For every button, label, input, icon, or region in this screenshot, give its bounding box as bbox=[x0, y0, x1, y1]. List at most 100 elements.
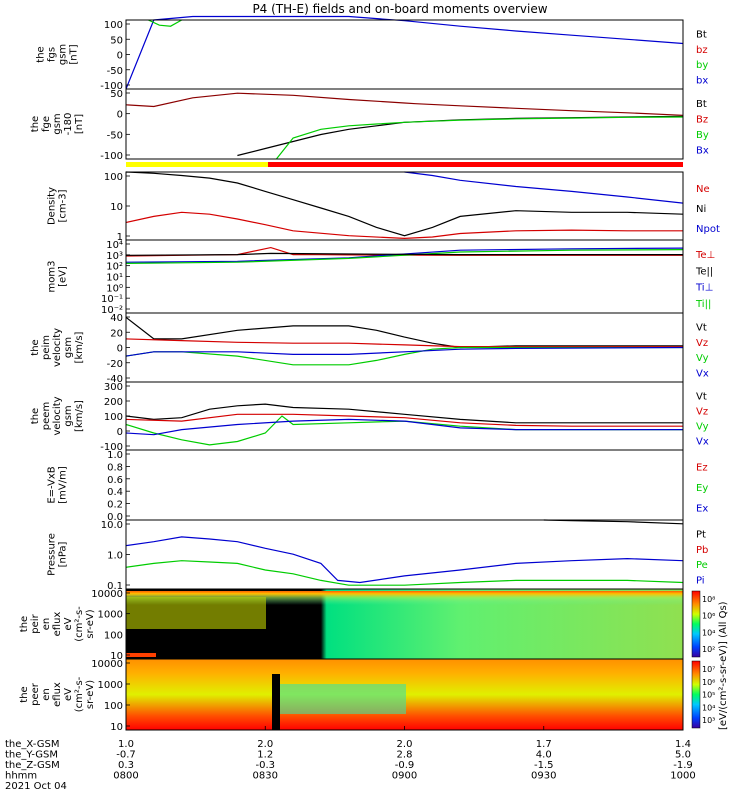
x-tick-label: -1.9 bbox=[673, 760, 693, 771]
x-tick-label: -0.9 bbox=[395, 760, 415, 771]
y-tick-label: 200 bbox=[104, 397, 123, 408]
y-axis-label: en bbox=[41, 688, 52, 701]
panel-peim: 40 20 0 -20 -40 the peim velocity gsm [km/s] Vt Vz V… bbox=[30, 312, 709, 385]
series-bx bbox=[125, 15, 684, 90]
y-tick-label: 10 bbox=[110, 202, 123, 213]
plot-area-fge bbox=[125, 92, 684, 160]
y-tick-label: -50 bbox=[107, 66, 123, 77]
y-tick-label: 10⁻² bbox=[101, 305, 123, 316]
x-tick-label: 2.8 bbox=[397, 750, 413, 761]
x-tick-label: 2.0 bbox=[257, 739, 273, 750]
panel-frame bbox=[125, 519, 684, 590]
y-axis-label: gsm bbox=[63, 337, 74, 358]
colorbar-tick: 10⁵ bbox=[702, 691, 715, 700]
y-tick-label: 1.0 bbox=[107, 450, 123, 461]
y-tick-label: 1 bbox=[117, 232, 123, 243]
y-tick-label: 100 bbox=[104, 20, 123, 31]
series-Pi bbox=[125, 536, 684, 584]
y-tick-label: 10² bbox=[106, 262, 123, 273]
plot-area-fgs bbox=[125, 15, 684, 90]
colorbar-tick: 10⁶ bbox=[702, 612, 715, 621]
y-axis-label: sr-eV) bbox=[85, 680, 96, 709]
y-tick-label: 10⁰ bbox=[106, 283, 123, 294]
y-axis-label: [cm-3] bbox=[58, 189, 69, 222]
legend-entry: Vy bbox=[696, 422, 709, 433]
y-tick-label: 40 bbox=[110, 313, 123, 324]
x-axis-row-label: the_Y-GSM bbox=[5, 750, 58, 761]
panel-fge: 50 0 -50 -100 the fge gsm -180 [nT] Bt Bz By Bx bbox=[30, 88, 709, 162]
legend-entry: Bt bbox=[696, 99, 707, 110]
series-Pt bbox=[543, 519, 684, 525]
series-Ti|| bbox=[125, 249, 684, 264]
y-tick-label: 100 bbox=[104, 701, 123, 712]
y-axis-label: [km/s] bbox=[74, 331, 85, 363]
legend-entry: Bt bbox=[696, 30, 707, 41]
y-tick-label: 100 bbox=[104, 412, 123, 423]
y-axis-label: [mV/m] bbox=[58, 466, 69, 504]
legend-entry: Ez bbox=[696, 462, 708, 473]
colorbar-peer: 10⁷ 10⁶ 10⁵ 10⁴ 10³ bbox=[691, 660, 715, 729]
y-tick-label: 10.0 bbox=[101, 520, 123, 531]
series-Pe bbox=[125, 560, 684, 586]
y-axis-label: Pressure bbox=[47, 533, 58, 576]
legend-entry: Pi bbox=[696, 575, 705, 586]
y-tick-label: 100 bbox=[104, 630, 123, 641]
y-axis-label: peim bbox=[41, 335, 52, 360]
series-by bbox=[148, 19, 182, 27]
panel-peir: 10⁸ 10⁶ 10⁴ 10² 10000 1000 100 10 the peir en eflux… bbox=[19, 588, 715, 662]
colorbar-bar bbox=[691, 660, 701, 729]
y-tick-label: 10000 bbox=[91, 659, 123, 670]
series-Ni bbox=[125, 171, 684, 237]
y-tick-label: 300 bbox=[104, 382, 123, 393]
series-Vx bbox=[125, 418, 683, 436]
legend-entry: bx bbox=[696, 75, 708, 86]
y-tick-label: -100 bbox=[100, 442, 123, 453]
figure-title: P4 (TH-E) fields and on-board moments ov… bbox=[252, 2, 547, 16]
colorbar-tick: 10³ bbox=[702, 716, 715, 725]
y-tick-label: 0.1 bbox=[107, 581, 123, 592]
x-tick-label: 0830 bbox=[253, 771, 278, 782]
spectrogram-peir-early bbox=[126, 597, 266, 629]
y-tick-label: -100 bbox=[100, 151, 123, 162]
colorbar-bar bbox=[691, 590, 701, 658]
panel-frame bbox=[125, 381, 684, 451]
legend-entry: bz bbox=[696, 45, 708, 56]
legend-entry: Te⊥ bbox=[695, 250, 715, 261]
x-tick-label: 0.3 bbox=[118, 760, 134, 771]
colorbar-tick: 10⁶ bbox=[702, 678, 715, 687]
mode-bar-fast bbox=[268, 162, 683, 167]
legend-entry: Ti⊥ bbox=[695, 283, 713, 294]
y-axis-label: [km/s] bbox=[74, 400, 85, 432]
y-axis-label: eflux bbox=[52, 682, 63, 707]
y-axis-label: mom3 bbox=[47, 261, 58, 293]
y-tick-label: 10000 bbox=[91, 589, 123, 600]
legend-entry: Pb bbox=[696, 545, 708, 556]
legend-entry: Vz bbox=[696, 407, 708, 418]
panel-density: 100 10 1 Density [cm-3] Ne Ni Npot bbox=[47, 171, 720, 243]
legend-entry: by bbox=[696, 60, 708, 71]
x-axis-row-label: 2021 Oct 04 bbox=[5, 781, 67, 792]
y-axis-label: en bbox=[41, 618, 52, 631]
series-Ne bbox=[125, 211, 683, 240]
y-tick-label: 0.4 bbox=[107, 487, 123, 498]
plot-area-moms bbox=[125, 246, 684, 264]
panel-frame bbox=[125, 449, 684, 521]
legend-entry: Ne bbox=[696, 184, 710, 195]
legend-entry: Bx bbox=[696, 145, 709, 156]
legend-entry: By bbox=[696, 130, 709, 141]
colorbar-tick: 10⁸ bbox=[702, 595, 715, 604]
series-black bbox=[237, 115, 684, 157]
x-tick-label: 2.0 bbox=[397, 739, 413, 750]
legend-entry: Ti|| bbox=[695, 299, 711, 310]
y-axis-label: gsm bbox=[63, 405, 74, 426]
y-axis-label: eV bbox=[63, 688, 74, 701]
y-tick-label: 10⁻¹ bbox=[101, 294, 123, 305]
y-axis-label: [nT] bbox=[74, 114, 85, 134]
y-axis-label: E=-VxB bbox=[47, 466, 58, 503]
y-tick-label: 0 bbox=[117, 427, 123, 438]
y-tick-label: -40 bbox=[107, 374, 123, 385]
x-tick-label: 0930 bbox=[531, 771, 556, 782]
series-darkred bbox=[125, 92, 684, 116]
panel-frame bbox=[125, 88, 684, 160]
y-axis-label: fgs bbox=[47, 47, 58, 62]
